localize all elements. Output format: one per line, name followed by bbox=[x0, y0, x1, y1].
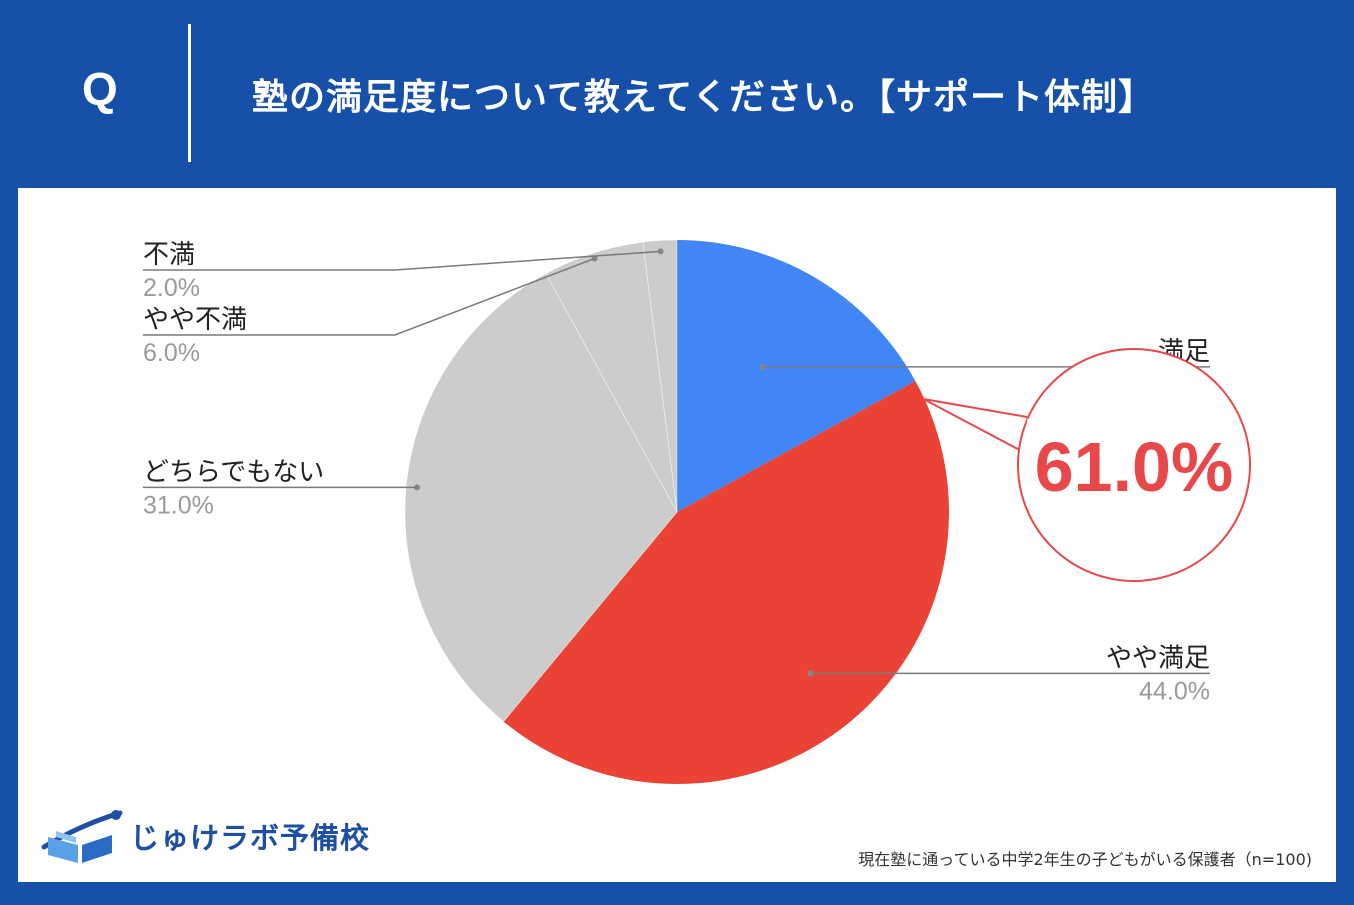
pie-slice-0 bbox=[677, 240, 916, 512]
question-title: 塾の満足度について教えてください。【サポート体制】 bbox=[252, 77, 1156, 118]
slice-value-1: 44.0% bbox=[1139, 677, 1210, 705]
open-book-icon bbox=[41, 810, 123, 863]
callout-value: 61.0% bbox=[1035, 428, 1233, 506]
pie-slice-2 bbox=[404, 273, 678, 723]
footnote: 現在塾に通っている中学2年生の子どもがいる保護者（n=100) bbox=[858, 850, 1312, 869]
pie-slice-4 bbox=[642, 239, 678, 513]
slice-label-4: 不満 bbox=[143, 240, 195, 270]
callout-bubble bbox=[1017, 348, 1251, 582]
leader-line-4 bbox=[143, 250, 661, 271]
slice-label-2: どちらでもない bbox=[143, 457, 324, 487]
logo: じゅけラボ予備校 bbox=[40, 806, 370, 866]
logo-text: じゅけラボ予備校 bbox=[130, 821, 371, 855]
slice-label-1: やや満足 bbox=[1106, 643, 1210, 673]
leader-line-3 bbox=[143, 257, 595, 336]
callout-joint bbox=[1021, 418, 1032, 450]
slice-value-3: 6.0% bbox=[143, 339, 200, 367]
header-divider bbox=[188, 24, 191, 162]
slice-label-3: やや不満 bbox=[143, 305, 247, 335]
question-marker: Q bbox=[82, 63, 118, 115]
callout-pointer bbox=[922, 397, 1028, 452]
pie-slice-1 bbox=[503, 380, 949, 785]
slice-value-4: 2.0% bbox=[143, 274, 200, 302]
slice-value-2: 31.0% bbox=[143, 491, 214, 519]
